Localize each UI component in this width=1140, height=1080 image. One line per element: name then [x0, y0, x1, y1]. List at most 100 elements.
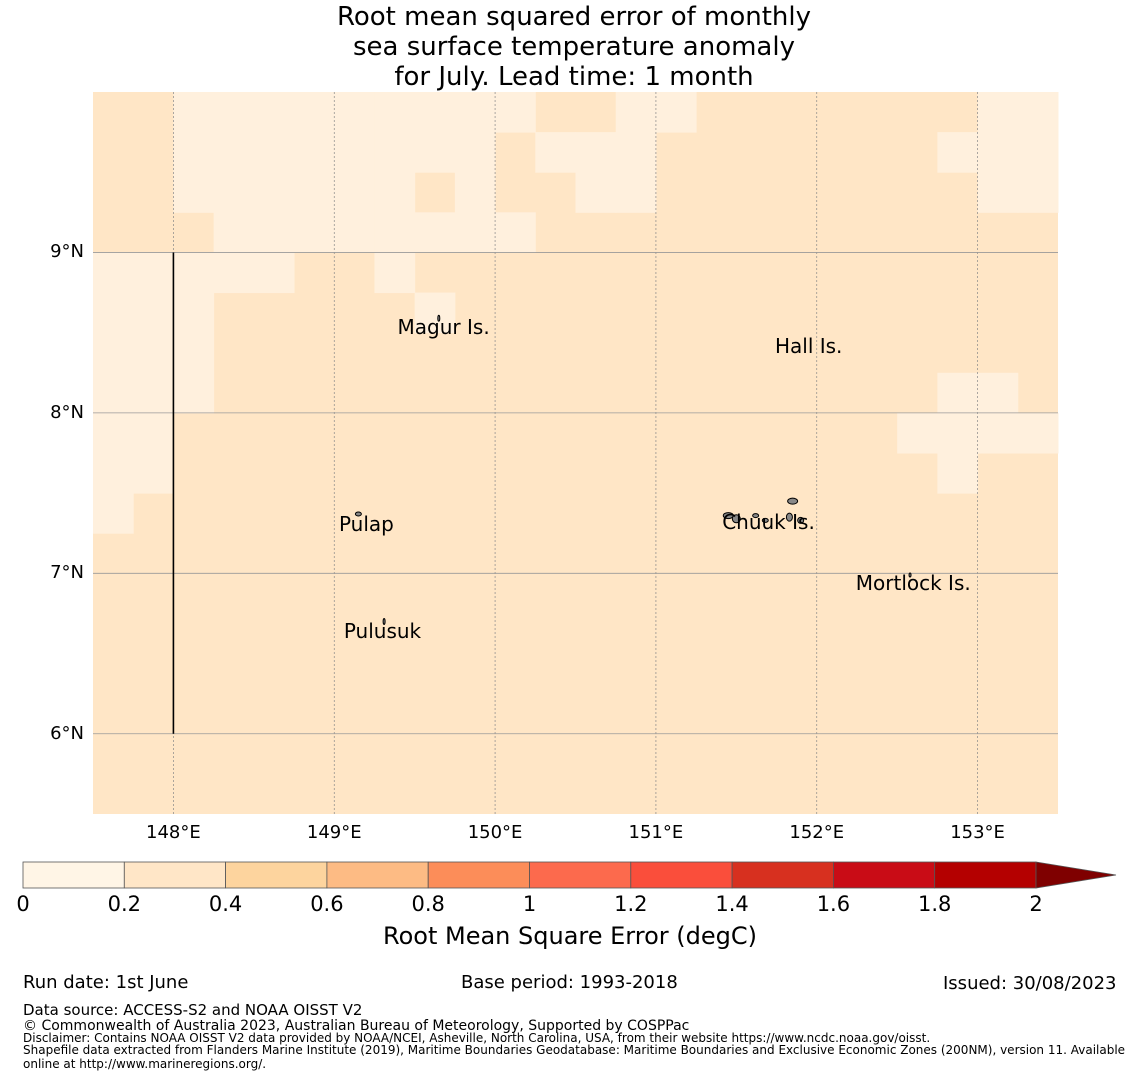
light-cell-21: [334, 172, 375, 213]
light-cell-53: [133, 292, 174, 334]
light-cell-3: [213, 92, 255, 133]
colorbar: [22, 861, 1117, 889]
place-label: Hall Is.: [774, 333, 843, 358]
light-cell-52: [93, 292, 134, 334]
colorbar-label: Root Mean Square Error (degC): [383, 922, 757, 950]
light-cell-51: [374, 252, 416, 294]
x-tick-label: 151°E: [628, 822, 684, 843]
x-tick-label: 153°E: [950, 822, 1005, 843]
island-shape-2: [752, 513, 760, 519]
light-cell-19: [253, 172, 295, 213]
colorbar-tick-label: 1: [522, 892, 537, 916]
light-cell-67: [937, 372, 979, 414]
light-cell-20: [294, 172, 335, 213]
island-shape-5: [785, 512, 793, 522]
light-cell-14: [334, 132, 375, 173]
light-cell-71: [977, 412, 1019, 454]
disclaimer-note: Disclaimer: Contains NOAA OISST V2 data …: [23, 1031, 931, 1045]
light-cell-47: [133, 252, 174, 294]
run-date: Run date: 1st June: [23, 972, 189, 993]
light-cell-45: [1017, 172, 1059, 213]
y-tick-label: 8°N: [50, 401, 84, 423]
colorbar-tick-label: 2: [1029, 892, 1043, 916]
light-cell-42: [977, 92, 1019, 133]
light-cell-34: [615, 132, 657, 173]
light-cell-68: [977, 372, 1019, 414]
island-shape-8: [382, 617, 386, 625]
place-label: Chuuk Is.: [722, 510, 815, 535]
light-cell-62: [93, 412, 134, 454]
light-cell-12: [253, 132, 295, 173]
place-label: Pulusuk: [343, 619, 422, 644]
map-gridlines: [93, 92, 1058, 814]
x-tick-label: 149°E: [306, 822, 362, 843]
colorbar-tick-label: 1.6: [816, 892, 851, 916]
light-cell-54: [173, 292, 215, 334]
x-tick-label: 152°E: [789, 822, 845, 843]
map-title: Root mean squared error of monthly sea s…: [0, 2, 1140, 92]
light-cell-73: [937, 453, 979, 494]
island-shape-6: [797, 516, 805, 524]
y-tick-label: 9°N: [50, 241, 84, 263]
colorbar-tick-label: 1.4: [715, 892, 749, 916]
place-label: Magur Is.: [397, 314, 490, 339]
light-cell-30: [454, 212, 496, 253]
colorbar-segment-3: [326, 861, 429, 889]
light-cell-29: [414, 212, 456, 253]
shapefile-note-1: Shapefile data extracted from Flanders M…: [23, 1043, 1126, 1057]
light-cell-39: [937, 132, 979, 173]
light-cell-25: [253, 212, 295, 253]
island-shape-4: [787, 497, 799, 505]
light-cell-57: [173, 332, 215, 374]
colorbar-tick-label: 0: [16, 892, 30, 916]
light-cell-22: [374, 172, 416, 213]
light-cell-37: [615, 92, 657, 133]
y-tick-label: 6°N: [50, 722, 84, 744]
colorbar-segment-8: [833, 861, 936, 889]
light-cell-43: [1017, 92, 1059, 133]
island-shape-3: [761, 517, 769, 523]
light-cell-38: [655, 92, 697, 133]
light-cell-26: [294, 212, 335, 253]
light-cell-59: [133, 372, 174, 414]
light-cell-15: [374, 132, 416, 173]
light-cell-28: [374, 212, 416, 253]
light-cell-63: [133, 412, 174, 454]
colorbar-segment-1: [123, 861, 227, 889]
shapefile-note-2: online at http://www.marineregions.org/.: [23, 1057, 267, 1071]
light-cell-32: [535, 132, 576, 173]
colorbar-extend-arrow: [1035, 861, 1117, 889]
y-tick-label: 7°N: [50, 562, 84, 584]
light-cell-64: [93, 453, 134, 494]
light-cell-61: [414, 292, 456, 334]
colorbar-segment-2: [225, 861, 328, 889]
light-cell-36: [615, 172, 657, 213]
light-cell-56: [133, 332, 174, 374]
island-shape-9: [437, 314, 441, 322]
light-cell-72: [1017, 412, 1059, 454]
light-cell-10: [495, 92, 536, 133]
light-cell-44: [977, 172, 1019, 213]
light-cell-6: [334, 92, 375, 133]
light-cell-58: [93, 372, 134, 414]
light-cell-5: [294, 92, 335, 133]
light-cell-17: [454, 132, 496, 173]
light-cell-60: [173, 372, 215, 414]
light-cell-18: [213, 172, 255, 213]
light-cell-49: [213, 252, 255, 294]
light-cell-24: [213, 212, 255, 253]
colorbar-segment-0: [22, 861, 125, 889]
light-cell-65: [133, 453, 174, 494]
colorbar-tick-label: 0.2: [107, 892, 141, 916]
title-line-2: sea surface temperature anomaly: [353, 32, 795, 62]
island-shape-10: [908, 572, 912, 578]
colorbar-segment-6: [630, 861, 733, 889]
issued-date: Issued: 30/08/2023: [943, 973, 1117, 994]
colorbar-tick-label: 0.4: [208, 892, 243, 916]
light-cell-50: [253, 252, 295, 294]
colorbar-segment-9: [934, 861, 1037, 889]
light-cell-33: [575, 132, 617, 173]
island-shape-7: [354, 511, 362, 517]
light-cell-16: [414, 132, 456, 173]
light-cell-8: [414, 92, 456, 133]
